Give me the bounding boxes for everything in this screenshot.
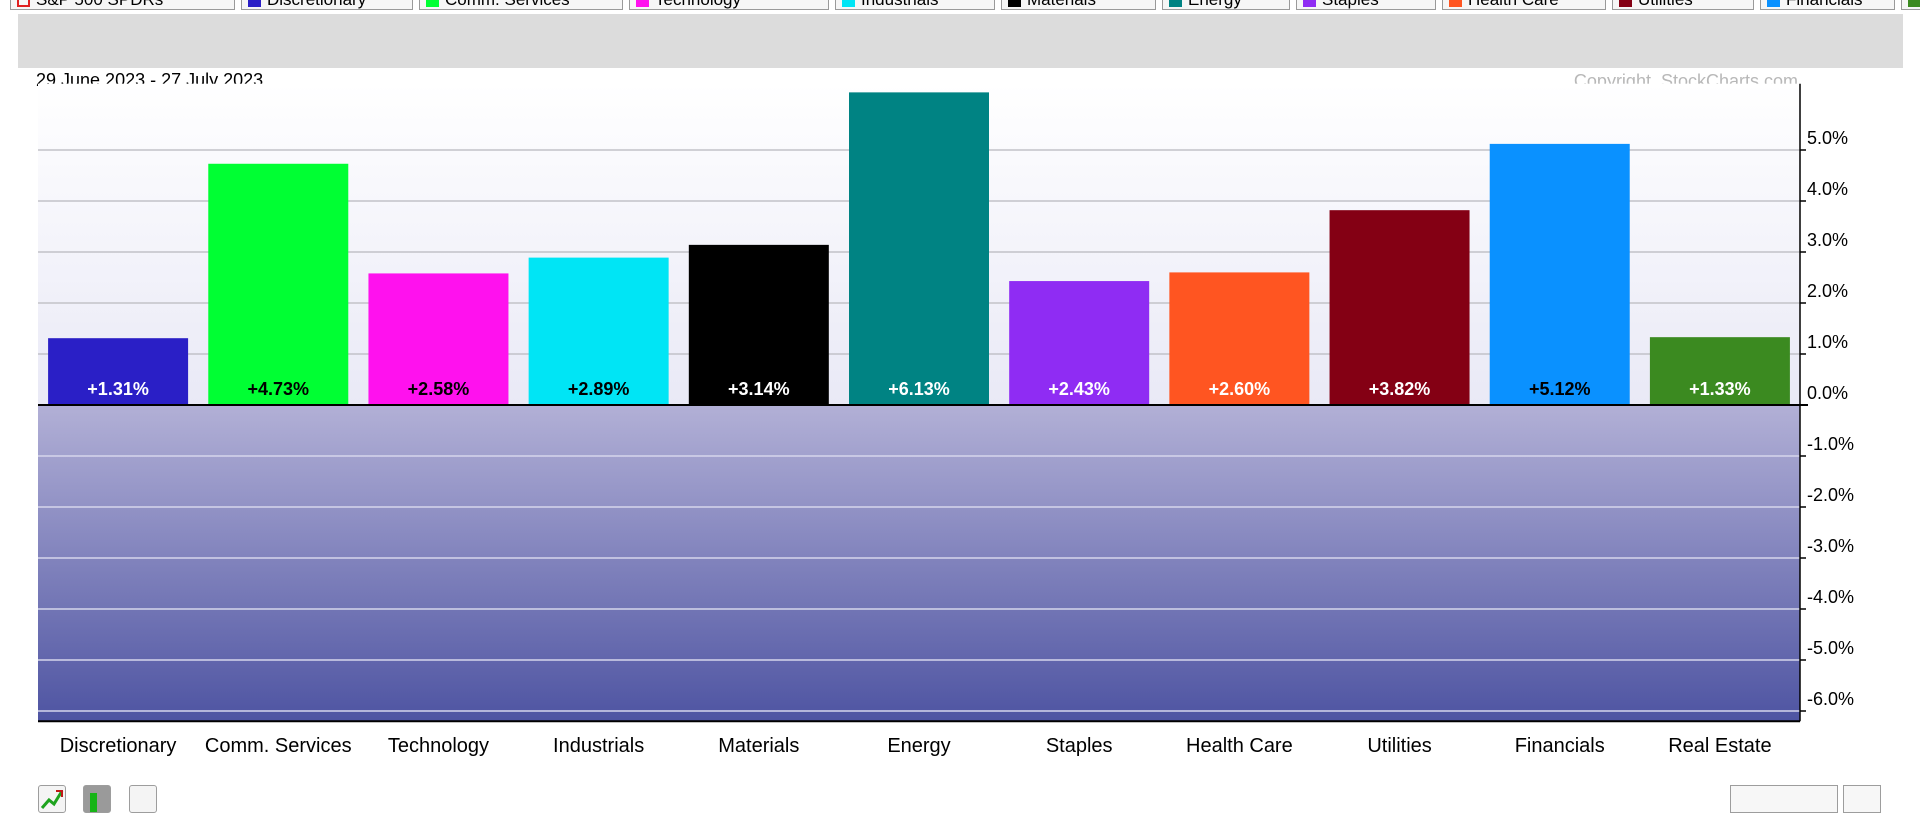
legend-swatch [1303,0,1316,8]
chart-type-bar-button[interactable] [83,785,111,813]
bar-value-label: +6.13% [888,379,950,399]
x-tick-label: Energy [887,735,950,757]
bar-value-label: +3.14% [728,379,790,399]
y-tick-label: 1.0% [1807,332,1848,352]
line-chart-icon [40,790,64,809]
x-tick-label: Financials [1515,735,1605,757]
legend-label: S&P 500 SPDRs [36,0,163,9]
legend-swatch [1008,0,1021,8]
legend-swatch [1908,0,1920,8]
legend-label: Technology [655,0,741,9]
legend-label: Staples [1322,0,1379,9]
bar [528,257,669,405]
chart-option-button[interactable] [129,785,157,813]
legend-item[interactable]: Energy [1162,0,1290,10]
bar-value-label: +3.82% [1369,379,1431,399]
bar-value-label: +2.89% [568,379,630,399]
legend-swatch [1169,0,1182,8]
legend-swatch [1449,0,1462,8]
chart-type-line-button[interactable] [38,785,66,813]
bar [368,273,509,405]
y-tick-label: -5.0% [1807,638,1854,658]
legend-item[interactable]: Technology [629,0,829,10]
x-tick-label: Comm. Services [205,735,352,757]
legend-label: Financials [1786,0,1863,9]
x-tick-label: Health Care [1186,735,1293,757]
period-next-button[interactable] [1843,785,1881,813]
y-tick-label: 4.0% [1807,179,1848,199]
y-tick-label: -1.0% [1807,434,1854,454]
legend-item[interactable]: Utilities [1612,0,1754,10]
legend-item[interactable]: Real Estate [1901,0,1920,10]
sector-performance-chart: +1.31% +4.73% +2.58% +2.89% +3.14% +6.13% +2.4… [38,83,1854,757]
bar [48,338,189,405]
bar-value-label: +1.31% [87,379,149,399]
legend-label: Comm. Services [445,0,570,9]
plot-negative-area [38,405,1800,722]
y-tick-label: 5.0% [1807,128,1848,148]
bar [1169,272,1310,405]
legend-label: Utilities [1638,0,1693,9]
bar-chart-icon [90,793,97,812]
legend-item[interactable]: Industrials [835,0,995,10]
legend-label: Health Care [1468,0,1559,9]
y-tick-label: -6.0% [1807,689,1854,709]
y-tick-label: -4.0% [1807,587,1854,607]
legend-swatch [426,0,439,8]
bar [1329,210,1470,405]
x-tick-label: Technology [388,735,489,757]
legend-item[interactable]: Discretionary [241,0,413,10]
legend-item[interactable]: Materials [1001,0,1156,10]
legend-item[interactable]: S&P 500 SPDRs [10,0,235,10]
legend-label: Discretionary [267,0,366,9]
period-select[interactable] [1730,785,1838,813]
x-tick-label: Staples [1046,735,1113,757]
legend-item[interactable]: Comm. Services [419,0,623,10]
legend-swatch [842,0,855,8]
bar [208,163,349,405]
legend-swatch [1619,0,1632,8]
bar [849,92,989,406]
legend-item[interactable]: Financials [1760,0,1895,10]
legend-swatch [248,0,261,8]
x-tick-label: Discretionary [60,735,177,757]
legend-bar: S&P 500 SPDRs Discretionary Comm. Services… [0,0,1920,14]
y-tick-label: 2.0% [1807,281,1848,301]
bar-value-label: +5.12% [1529,379,1591,399]
legend-label: Materials [1027,0,1096,9]
bar-value-label: +2.58% [408,379,470,399]
header-band [18,14,1903,68]
legend-item[interactable]: Staples [1296,0,1436,10]
bar [1649,337,1790,405]
bar [1009,281,1150,405]
bar [1489,143,1630,405]
legend-label: Industrials [861,0,938,9]
x-tick-label: Real Estate [1668,735,1771,757]
y-tick-label: 3.0% [1807,230,1848,250]
x-tick-label: Materials [718,735,799,757]
x-tick-label: Industrials [553,735,644,757]
legend-label: Energy [1188,0,1242,9]
legend-swatch [1767,0,1780,8]
bar-value-label: +2.43% [1048,379,1110,399]
y-tick-label: 0.0% [1807,383,1848,403]
legend-swatch [636,0,649,8]
bar [688,244,829,405]
bar-value-label: +1.33% [1689,379,1751,399]
legend-item[interactable]: Health Care [1442,0,1606,10]
legend-swatch [17,0,30,8]
x-tick-label: Utilities [1367,735,1431,757]
bar-value-label: +4.73% [247,379,309,399]
bar-value-label: +2.60% [1209,379,1271,399]
y-tick-label: -2.0% [1807,485,1854,505]
y-tick-label: -3.0% [1807,536,1854,556]
